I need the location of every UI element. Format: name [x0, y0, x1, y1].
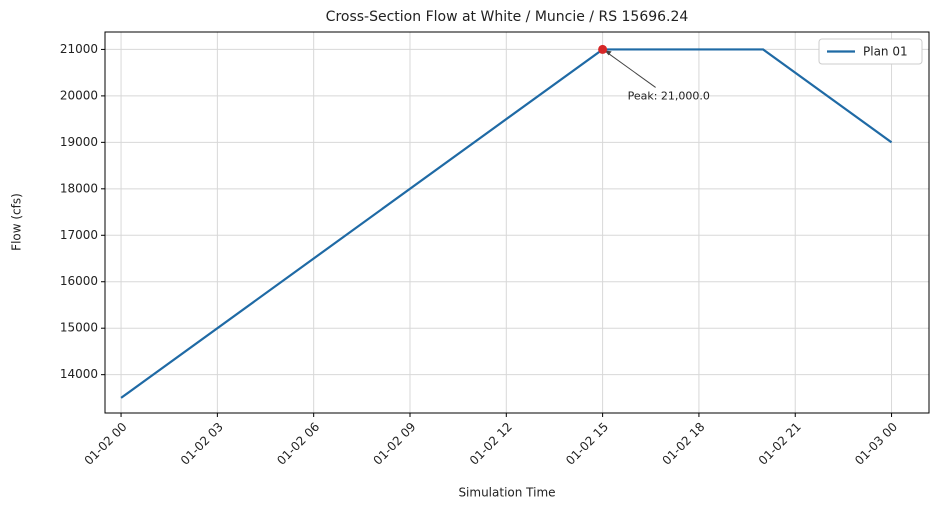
x-axis-label: Simulation Time [458, 486, 555, 500]
x-tick-label: 01-02 03 [178, 420, 226, 468]
x-tick-label: 01-03 00 [852, 420, 900, 468]
y-axis-label: Flow (cfs) [10, 193, 24, 251]
annotation-arrow [605, 51, 656, 88]
y-tick-label: 18000 [60, 181, 98, 195]
legend-label: Plan 01 [863, 45, 908, 59]
x-tick-label: 01-02 18 [659, 420, 707, 468]
x-tick-label: 01-02 00 [82, 420, 130, 468]
peak-marker [598, 44, 608, 54]
x-tick-label: 01-02 15 [563, 420, 611, 468]
x-tick-label: 01-02 21 [756, 420, 804, 468]
chart-title: Cross-Section Flow at White / Muncie / R… [326, 9, 689, 25]
y-tick-label: 19000 [60, 135, 98, 149]
legend-box [818, 38, 923, 65]
x-tick-label: 01-02 06 [274, 420, 322, 468]
y-tick-label: 15000 [60, 321, 98, 335]
y-tick-label: 14000 [60, 367, 98, 381]
y-tick-label: 20000 [60, 88, 98, 102]
annotation-text: Peak: 21,000.0 [628, 89, 710, 102]
line [120, 48, 893, 399]
y-tick-label: 17000 [60, 228, 98, 242]
plot-frame [104, 31, 930, 414]
y-tick-label: 16000 [60, 274, 98, 288]
y-tick-label: 21000 [60, 42, 98, 56]
x-tick-label: 01-02 12 [467, 420, 515, 468]
x-tick-label: 01-02 09 [371, 420, 419, 468]
